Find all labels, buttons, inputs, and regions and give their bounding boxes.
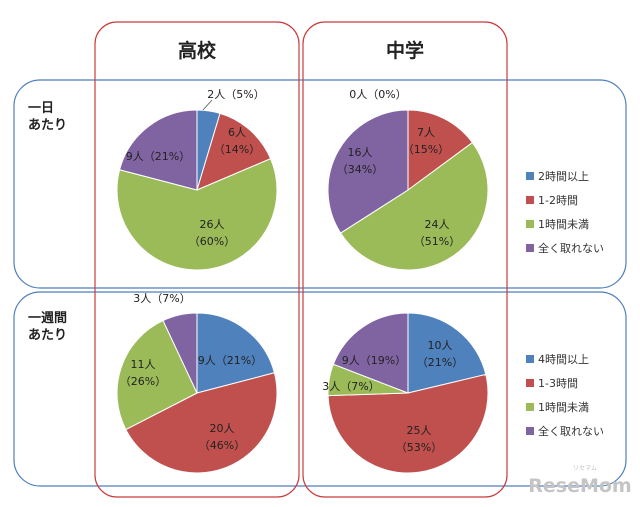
data-label-jh-week-under: 3人（7%） [322, 380, 379, 393]
brand-ruby: リセマム [573, 465, 597, 472]
pie-slice-hs-week-mid [125, 372, 278, 474]
data-label-hs-week-mid: 20人（46%） [199, 422, 245, 452]
data-label-hs-week-over: 9人（21%） [198, 354, 262, 367]
pie-slice-hs-week-under [116, 319, 198, 431]
pie-slice-jh-day-mid [407, 109, 474, 191]
pie-slice-jh-day-none [327, 109, 409, 234]
legend-week-swatch-none [526, 427, 534, 435]
legend-day-swatch-none [526, 244, 534, 252]
legend-day-label-under: 1時間未満 [538, 218, 589, 231]
pie-charts: 2人（5%） 6人（14%） 26人（60%） 9人（21%） 0人（0%） 7人（15%… [116, 88, 489, 474]
data-label-hs-day-mid: 6人（14%） [214, 126, 260, 156]
pie-slice-jh-week-mid [327, 373, 489, 474]
legend-week-label-mid: 1-3時間 [538, 377, 578, 390]
pie-hs-week: 9人（21%） 20人（46%） 11人（26%） 3人（7%） [116, 292, 278, 474]
pie-slice-jh-week-none [332, 312, 409, 394]
legend-day-label-mid: 1-2時間 [538, 194, 578, 207]
row-title-week: 一週間あたり [28, 311, 67, 343]
pie-slice-hs-day-none [118, 109, 198, 191]
leader-line [202, 99, 213, 111]
data-label-hs-day-over: 2人（5%） [207, 88, 264, 101]
pie-slice-hs-week-over [196, 312, 276, 394]
legend-week-swatch-over [526, 355, 534, 363]
pie-slice-hs-week-none [162, 312, 198, 394]
data-label-hs-day-under: 26人（60%） [189, 218, 235, 248]
row-title-day: 一日あたり [28, 101, 67, 133]
pie-slice-hs-day-under [116, 158, 278, 271]
legend-week-label-over: 4時間以上 [538, 353, 589, 366]
data-label-hs-week-none: 3人（7%） [133, 292, 190, 305]
pie-slice-hs-day-mid [196, 112, 272, 191]
pie-slice-jh-week-over [407, 312, 487, 394]
column-frame-high-school [94, 21, 300, 498]
legend-day-swatch-mid [526, 196, 534, 204]
brand-logo: ReseMom [528, 475, 631, 497]
pie-jh-day: 0人（0%） 7人（15%） 24人（51%） 16人（34%） [327, 88, 489, 271]
pie-hs-day: 2人（5%） 6人（14%） 26人（60%） 9人（21%） [116, 88, 278, 271]
data-label-hs-week-under: 11人（26%） [120, 358, 166, 388]
data-label-jh-week-none: 9人（19%） [342, 354, 406, 367]
legend-week-swatch-mid [526, 379, 534, 387]
column-title-junior-high: 中学 [386, 39, 424, 62]
legend-day-swatch-over [526, 172, 534, 180]
pie-jh-week: 10人（21%） 25人（53%） 3人（7%） 9人（19%） [322, 312, 489, 474]
legend-day-swatch-under [526, 220, 534, 228]
legend-day-label-none: 全く取れない [538, 241, 604, 255]
column-frame-junior-high [302, 21, 508, 498]
data-label-hs-day-none: 9人（21%） [126, 150, 190, 163]
column-title-high-school: 高校 [178, 39, 217, 62]
legend-day-label-over: 2時間以上 [538, 170, 589, 183]
row-frame-week [13, 291, 627, 487]
data-label-jh-day-none: 16人（34%） [337, 146, 383, 176]
row-frame-day [13, 79, 627, 289]
data-label-jh-day-mid: 7人（15%） [403, 126, 449, 156]
data-label-jh-day-under: 24人（51%） [414, 218, 460, 248]
data-label-jh-week-over: 10人（21%） [417, 339, 463, 369]
data-label-jh-day-over: 0人（0%） [349, 88, 406, 101]
data-label-jh-week-mid: 25人（53%） [396, 424, 442, 454]
legend-week-label-under: 1時間未満 [538, 401, 589, 414]
legend-week-swatch-under [526, 403, 534, 411]
pie-slice-jh-day-under [339, 141, 489, 271]
legend-week-label-none: 全く取れない [538, 424, 604, 438]
